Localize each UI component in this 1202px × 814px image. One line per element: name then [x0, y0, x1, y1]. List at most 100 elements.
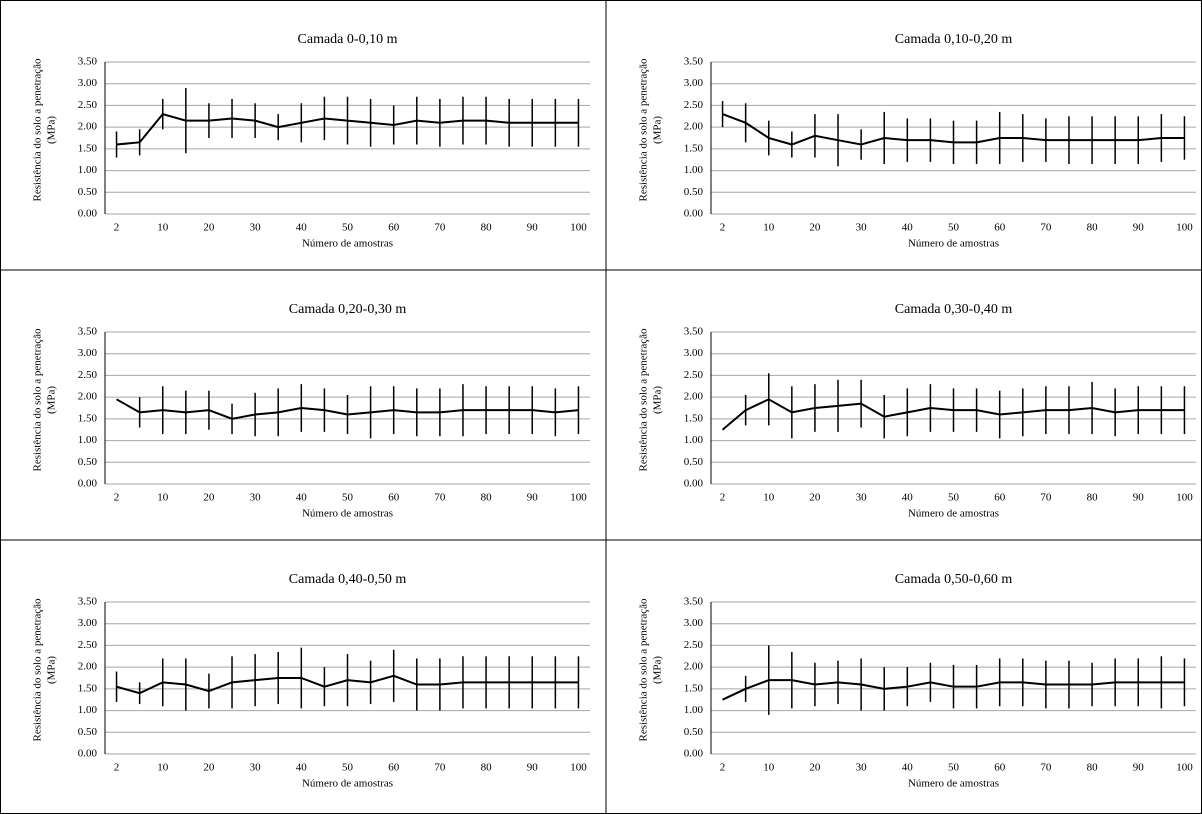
x-tick-label: 90: [527, 762, 539, 774]
x-axis-label: Número de amostras: [908, 508, 999, 520]
y-tick-label: 2.00: [78, 661, 98, 673]
x-tick-label: 2: [720, 222, 726, 234]
y-axis-label: (MPa): [46, 116, 58, 144]
x-tick-label: 80: [481, 222, 493, 234]
y-tick-label: 0.00: [78, 478, 98, 490]
y-tick-label: 3.50: [78, 596, 98, 608]
x-tick-label: 70: [434, 492, 446, 504]
y-tick-label: 1.50: [684, 412, 704, 424]
y-tick-label: 3.50: [78, 56, 98, 68]
x-tick-label: 100: [1176, 492, 1193, 504]
x-tick-label: 90: [1133, 222, 1145, 234]
x-tick-label: 20: [809, 762, 821, 774]
y-tick-label: 0.00: [684, 748, 704, 760]
x-tick-label: 20: [809, 492, 821, 504]
panel: Camada 0,10-0,20 m Resistência do solo a …: [638, 32, 1196, 250]
x-tick-label: 2: [720, 492, 726, 504]
x-tick-label: 50: [342, 762, 354, 774]
y-axis-label: (MPa): [46, 386, 58, 414]
x-tick-label: 100: [570, 222, 587, 234]
x-tick-label: 30: [250, 222, 262, 234]
x-tick-label: 60: [388, 492, 400, 504]
y-tick-label: 3.00: [684, 617, 704, 629]
x-tick-label: 80: [1087, 492, 1099, 504]
x-tick-label: 2: [114, 492, 120, 504]
x-axis-label: Número de amostras: [908, 238, 999, 250]
y-tick-label: 2.50: [78, 369, 98, 381]
chart-title: Camada 0,30-0,40 m: [895, 302, 1013, 317]
chart-title: Camada 0,50-0,60 m: [895, 572, 1013, 587]
x-tick-label: 70: [434, 222, 446, 234]
y-axis-label: Resistência do solo a penetração: [638, 58, 650, 201]
y-tick-label: 1.00: [684, 434, 704, 446]
x-tick-label: 100: [570, 492, 587, 504]
x-axis-label: Número de amostras: [908, 778, 999, 790]
chart-title: Camada 0,20-0,30 m: [289, 302, 407, 317]
y-tick-label: 3.00: [78, 77, 98, 89]
y-tick-label: 3.50: [684, 56, 704, 68]
x-axis-label: Número de amostras: [302, 238, 393, 250]
x-tick-label: 10: [157, 492, 169, 504]
y-tick-label: 3.50: [78, 326, 98, 338]
x-tick-label: 60: [994, 222, 1006, 234]
chart-title: Camada 0,10-0,20 m: [895, 32, 1013, 47]
x-tick-label: 40: [902, 762, 914, 774]
x-tick-label: 2: [114, 762, 120, 774]
x-tick-label: 10: [157, 222, 169, 234]
x-tick-label: 10: [763, 222, 775, 234]
x-tick-label: 40: [296, 492, 308, 504]
x-tick-label: 10: [763, 492, 775, 504]
y-tick-label: 2.50: [78, 99, 98, 111]
y-tick-label: 2.50: [78, 639, 98, 651]
y-tick-label: 0.50: [684, 726, 704, 738]
y-tick-label: 3.00: [78, 347, 98, 359]
y-tick-label: 2.00: [78, 391, 98, 403]
y-axis-label: (MPa): [46, 656, 58, 684]
x-tick-label: 10: [157, 762, 169, 774]
x-tick-label: 100: [1176, 762, 1193, 774]
x-tick-label: 50: [948, 492, 960, 504]
y-tick-label: 3.50: [684, 326, 704, 338]
x-tick-label: 20: [809, 222, 821, 234]
x-tick-label: 50: [342, 492, 354, 504]
y-tick-label: 1.50: [78, 412, 98, 424]
y-tick-label: 1.00: [684, 704, 704, 716]
x-tick-label: 100: [570, 762, 587, 774]
y-tick-label: 0.00: [78, 748, 98, 760]
y-tick-label: 3.00: [684, 77, 704, 89]
x-tick-label: 80: [481, 762, 493, 774]
x-tick-label: 80: [481, 492, 493, 504]
chart-title: Camada 0-0,10 m: [298, 32, 398, 47]
x-tick-label: 90: [1133, 762, 1145, 774]
x-tick-label: 40: [902, 492, 914, 504]
x-tick-label: 30: [250, 492, 262, 504]
panel: Camada 0-0,10 m Resistência do solo a pen…: [32, 32, 590, 250]
x-tick-label: 70: [434, 762, 446, 774]
y-tick-label: 2.50: [684, 639, 704, 651]
x-tick-label: 2: [114, 222, 120, 234]
x-tick-label: 80: [1087, 762, 1099, 774]
x-tick-label: 70: [1040, 762, 1052, 774]
x-tick-label: 20: [203, 492, 215, 504]
y-axis-label: Resistência do solo a penetração: [32, 328, 44, 471]
y-tick-label: 2.00: [684, 121, 704, 133]
x-tick-label: 60: [994, 762, 1006, 774]
y-tick-label: 3.00: [78, 617, 98, 629]
y-tick-label: 0.00: [78, 208, 98, 220]
y-tick-label: 1.00: [78, 164, 98, 176]
y-axis-label: Resistência do solo a penetração: [32, 598, 44, 741]
y-tick-label: 1.50: [78, 682, 98, 694]
chart-title: Camada 0,40-0,50 m: [289, 572, 407, 587]
x-tick-label: 40: [902, 222, 914, 234]
panel: Camada 0,30-0,40 m Resistência do solo a …: [638, 302, 1196, 520]
y-axis-label: (MPa): [652, 656, 664, 684]
x-tick-label: 90: [527, 222, 539, 234]
x-tick-label: 30: [856, 762, 868, 774]
y-tick-label: 1.00: [684, 164, 704, 176]
y-tick-label: 2.00: [684, 391, 704, 403]
x-tick-label: 80: [1087, 222, 1099, 234]
y-axis-label: Resistência do solo a penetração: [638, 328, 650, 471]
x-tick-label: 70: [1040, 492, 1052, 504]
y-tick-label: 2.50: [684, 99, 704, 111]
